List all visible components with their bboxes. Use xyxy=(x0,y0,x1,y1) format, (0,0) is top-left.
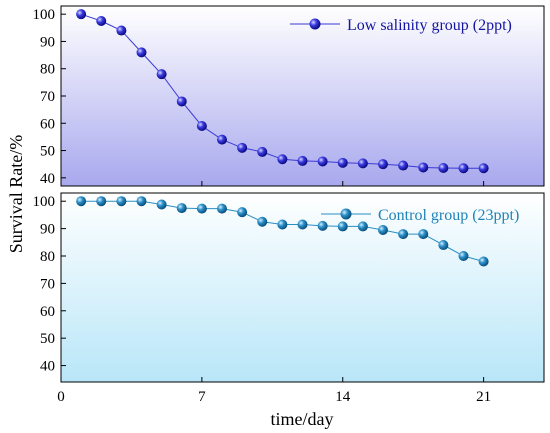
data-point xyxy=(96,16,107,26)
y-tick-label: 100 xyxy=(33,194,56,210)
y-tick-label: 80 xyxy=(40,249,55,265)
y-tick-label: 40 xyxy=(40,359,55,375)
data-point xyxy=(237,142,248,153)
data-point xyxy=(458,251,469,261)
data-point xyxy=(257,146,268,157)
data-point xyxy=(458,163,469,174)
data-point xyxy=(257,216,268,227)
data-point xyxy=(317,220,328,231)
data-point xyxy=(438,163,449,173)
x-tick-label: 14 xyxy=(335,389,351,405)
y-tick-label: 60 xyxy=(40,304,55,320)
x-tick-label: 21 xyxy=(476,389,491,405)
data-point xyxy=(136,47,147,58)
data-point xyxy=(357,158,368,169)
data-point xyxy=(478,163,489,174)
data-point xyxy=(297,219,308,230)
data-point xyxy=(378,159,388,170)
panel-low-salinity: 40 50 60 70 80 90 100 Low salinity group (2ppt… xyxy=(33,5,545,187)
data-point xyxy=(337,157,348,168)
data-point xyxy=(398,160,409,171)
data-point xyxy=(237,207,248,218)
data-point xyxy=(357,221,368,232)
y-tick-label: 90 xyxy=(40,222,55,238)
legend-bottom: Control group (23ppt) xyxy=(321,207,519,224)
data-point xyxy=(217,203,227,214)
data-point xyxy=(156,69,167,80)
legend-marker-top xyxy=(309,18,321,30)
y-tick-label: 40 xyxy=(40,171,55,187)
y-tick-label: 50 xyxy=(40,331,55,347)
data-point xyxy=(418,229,429,240)
data-point xyxy=(337,221,348,232)
panel-control: 40 50 60 70 80 90 100 0 7 14 21 Control group (23… xyxy=(33,192,545,405)
y-axis-bottom: 40 50 60 70 80 90 100 xyxy=(33,194,66,375)
data-point xyxy=(156,199,167,210)
legend-label-control: Control group (23ppt) xyxy=(378,207,519,224)
x-tick-label: 0 xyxy=(57,389,65,405)
data-point xyxy=(277,154,288,165)
legend-top: Low salinity group (2ppt) xyxy=(290,17,512,34)
series-points-low-salinity xyxy=(76,9,489,174)
data-point xyxy=(478,256,489,267)
data-point xyxy=(196,121,207,131)
data-point xyxy=(196,203,207,214)
y-tick-label: 60 xyxy=(40,116,55,132)
y-axis-top: 40 50 60 70 80 90 100 xyxy=(33,7,66,187)
data-point xyxy=(317,156,328,167)
x-tick-label: 7 xyxy=(198,389,206,405)
legend-marker-bottom xyxy=(340,208,352,220)
x-axis-top xyxy=(60,181,485,186)
y-tick-label: 100 xyxy=(33,7,56,23)
data-point xyxy=(398,229,409,240)
data-point xyxy=(438,240,449,251)
data-point xyxy=(378,224,388,235)
data-point xyxy=(176,203,187,214)
data-point xyxy=(116,25,127,36)
y-tick-label: 90 xyxy=(40,34,55,50)
data-point xyxy=(418,162,429,173)
x-axis-bottom: 0 7 14 21 xyxy=(57,377,491,405)
y-axis-title: Survival Rate/% xyxy=(6,135,26,253)
y-tick-label: 70 xyxy=(40,89,55,105)
legend-label-low-salinity: Low salinity group (2ppt) xyxy=(347,17,512,34)
series-points-control xyxy=(76,196,489,267)
data-point xyxy=(116,196,127,207)
data-point xyxy=(277,219,288,230)
x-axis-title: time/day xyxy=(271,409,334,429)
y-tick-label: 80 xyxy=(40,62,55,78)
data-point xyxy=(76,9,87,20)
data-point xyxy=(297,155,308,166)
data-point xyxy=(76,196,87,207)
y-tick-label: 70 xyxy=(40,276,55,292)
data-point xyxy=(176,96,187,107)
y-tick-label: 50 xyxy=(40,144,55,160)
data-point xyxy=(217,134,227,145)
data-point xyxy=(96,196,107,207)
data-point xyxy=(136,196,147,207)
